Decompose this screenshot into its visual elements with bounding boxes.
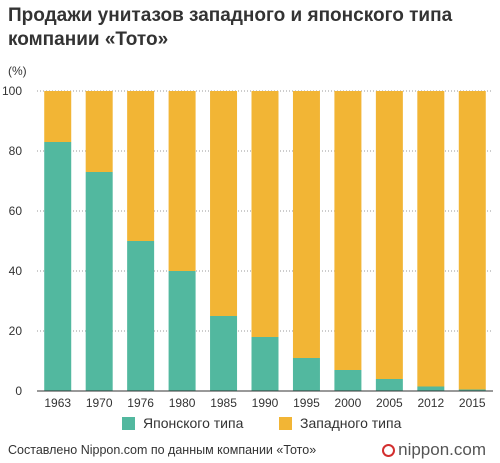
nippon-logo: nippon.com <box>382 440 486 460</box>
legend-label-japanese: Японского типа <box>143 415 244 431</box>
legend-label-western: Западного типа <box>300 415 402 431</box>
bar-japanese-1995 <box>292 358 320 391</box>
y-tick-label: 20 <box>9 324 23 338</box>
bar-western-1980 <box>168 91 196 271</box>
bar-japanese-1963 <box>44 142 72 391</box>
x-tick-label: 1995 <box>293 396 320 410</box>
legend: Японского типа Западного типа <box>0 415 500 435</box>
stacked-bar-chart: 0 20 40 60 80 100 1963 1970 1976 1980 1985 1990 199… <box>2 84 493 410</box>
x-tick-label: 2015 <box>459 396 486 410</box>
x-tick-label: 2000 <box>335 396 362 410</box>
bar-japanese-2000 <box>334 370 362 391</box>
bar-western-2000 <box>334 91 362 370</box>
bar-western-1990 <box>251 91 279 337</box>
legend-swatch-western <box>279 416 292 430</box>
bar-western-2015 <box>458 91 486 390</box>
bar-japanese-1985 <box>210 316 238 391</box>
legend-item-western: Западного типа <box>279 415 401 431</box>
bar-western-2012 <box>417 91 445 387</box>
x-axis-labels: 1963 1970 1976 1980 1985 1990 1995 2000 2005 2012… <box>44 396 486 410</box>
y-tick-label: 100 <box>2 84 22 98</box>
nippon-logo-ring-icon <box>382 443 396 457</box>
y-tick-label: 80 <box>9 144 23 158</box>
bar-japanese-1976 <box>127 241 155 391</box>
bar-western-2005 <box>375 91 403 379</box>
chart-title: Продажи унитазов западного и японского т… <box>8 5 453 50</box>
bar-western-1985 <box>210 91 238 316</box>
y-axis-unit: (%) <box>8 64 27 78</box>
bar-western-1963 <box>44 91 72 142</box>
x-tick-label: 2012 <box>417 396 444 410</box>
bar-japanese-2015 <box>458 389 486 391</box>
bar-japanese-2012 <box>417 386 445 391</box>
bar-western-1970 <box>85 91 113 172</box>
x-tick-label: 1990 <box>252 396 279 410</box>
x-tick-label: 1963 <box>44 396 71 410</box>
y-tick-label: 0 <box>15 384 22 398</box>
y-axis-labels: 0 20 40 60 80 100 <box>2 84 22 398</box>
x-tick-label: 1980 <box>169 396 196 410</box>
bar-western-1995 <box>292 91 320 358</box>
nippon-logo-text: nippon.com <box>398 440 486 459</box>
legend-swatch-japanese <box>122 416 135 430</box>
bar-japanese-1980 <box>168 271 196 391</box>
bar-japanese-1970 <box>85 172 113 391</box>
x-tick-label: 1970 <box>86 396 113 410</box>
y-tick-label: 60 <box>9 204 23 218</box>
legend-item-japanese: Японского типа <box>122 415 243 431</box>
x-tick-label: 1985 <box>210 396 237 410</box>
x-tick-label: 1976 <box>127 396 154 410</box>
source-note: Составлено Nippon.com по данным компании… <box>8 443 317 457</box>
bar-western-1976 <box>127 91 155 241</box>
x-tick-label: 2005 <box>376 396 403 410</box>
bar-japanese-1990 <box>251 337 279 391</box>
bars <box>37 91 493 392</box>
y-tick-label: 40 <box>9 264 23 278</box>
bar-japanese-2005 <box>375 379 403 391</box>
